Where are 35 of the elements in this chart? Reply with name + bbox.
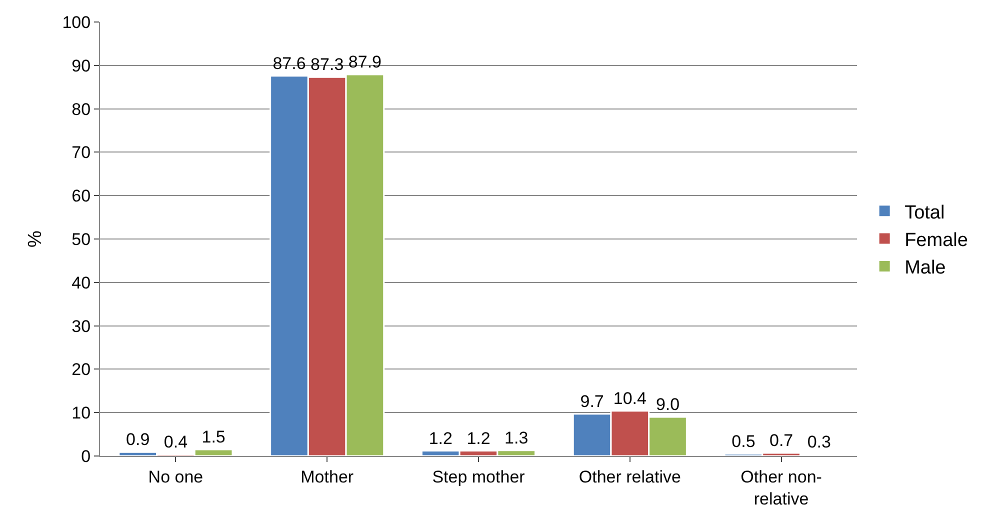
legend-label: Male — [904, 258, 946, 279]
data-label: 9.0 — [656, 394, 680, 414]
y-tick-label: 80 — [72, 100, 91, 119]
x-tick-label: Step mother — [432, 467, 526, 486]
data-label: 87.3 — [310, 55, 344, 74]
data-label: 0.4 — [164, 432, 188, 452]
legend-label: Total — [904, 202, 945, 224]
x-tick-label: Other non-relative — [740, 467, 822, 508]
data-label: 87.6 — [272, 54, 306, 73]
y-tick-label: 50 — [72, 230, 91, 249]
x-tick-label: Other relative — [578, 467, 681, 486]
data-label: 1.3 — [504, 428, 528, 448]
data-label: 1.2 — [428, 428, 452, 448]
y-tick-label: 60 — [72, 186, 91, 206]
y-tick-label: 40 — [72, 273, 91, 292]
data-label: 0.9 — [126, 430, 150, 450]
data-label: 9.7 — [580, 392, 604, 411]
data-label: 0.7 — [769, 430, 794, 450]
legend-label: Female — [904, 230, 968, 251]
data-label: 0.5 — [732, 432, 756, 451]
y-tick-label: 100 — [62, 12, 91, 32]
y-axis-title: % — [25, 230, 46, 248]
y-tick-label: 20 — [72, 360, 91, 380]
data-label: 87.9 — [348, 52, 382, 72]
data-label: 1.2 — [466, 428, 490, 448]
y-tick-label: 0 — [81, 446, 91, 466]
y-tick-label: 90 — [72, 56, 91, 76]
y-tick-label: 70 — [72, 143, 91, 162]
y-tick-label: 30 — [72, 316, 91, 336]
y-tick-label: 10 — [72, 404, 91, 423]
data-label: 0.3 — [807, 432, 831, 452]
data-label: 1.5 — [202, 427, 226, 446]
x-tick-label: Mother — [300, 467, 354, 486]
x-tick-label: No one — [148, 467, 204, 486]
data-label: 10.4 — [613, 388, 646, 408]
